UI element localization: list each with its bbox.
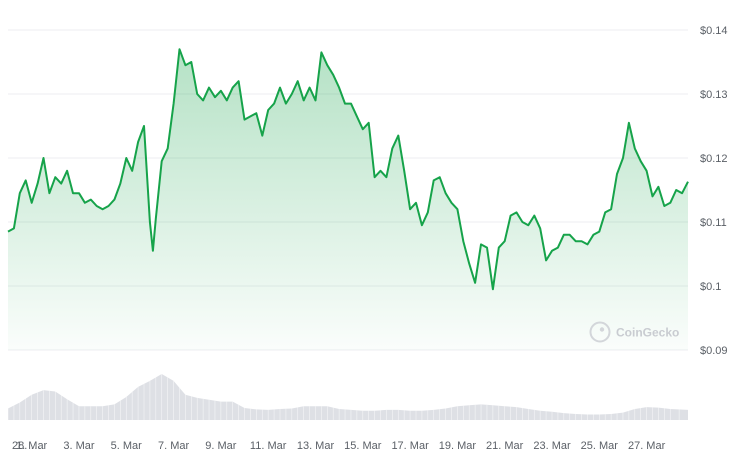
volume-area <box>8 374 688 420</box>
y-tick-label: $0.12 <box>700 153 728 165</box>
x-axis-ticks: 28. …1. Mar 3. Mar 5. Mar 7. Mar 9. Mar 11. M… <box>12 440 666 452</box>
y-axis-ticks: $0.14 $0.13 $0.12 $0.11 $0.1 $0.09 <box>700 25 728 357</box>
x-tick-label: 21. Mar <box>486 440 524 452</box>
x-tick-label: 17. Mar <box>391 440 429 452</box>
x-tick-label: 5. Mar <box>111 440 143 452</box>
y-tick-label: $0.1 <box>700 281 721 293</box>
x-tick-label: 19. Mar <box>439 440 477 452</box>
x-tick-label: 1. Mar <box>16 440 48 452</box>
x-tick-label: 9. Mar <box>205 440 237 452</box>
x-tick-label: 27. Mar <box>628 440 666 452</box>
x-tick-label: 13. Mar <box>297 440 335 452</box>
x-tick-label: 3. Mar <box>63 440 95 452</box>
x-tick-label: 23. Mar <box>533 440 571 452</box>
x-tick-label: 7. Mar <box>158 440 190 452</box>
y-tick-label: $0.11 <box>700 217 727 229</box>
y-tick-label: $0.13 <box>700 89 728 101</box>
x-tick-label: 15. Mar <box>344 440 382 452</box>
watermark-text: CoinGecko <box>616 326 679 340</box>
volume-bars <box>8 374 688 420</box>
x-tick-label: 11. Mar <box>250 440 287 452</box>
y-tick-label: $0.09 <box>700 345 728 357</box>
coingecko-logo-eye-icon <box>600 327 604 331</box>
y-tick-label: $0.14 <box>700 25 728 37</box>
x-tick-label: 25. Mar <box>581 440 619 452</box>
